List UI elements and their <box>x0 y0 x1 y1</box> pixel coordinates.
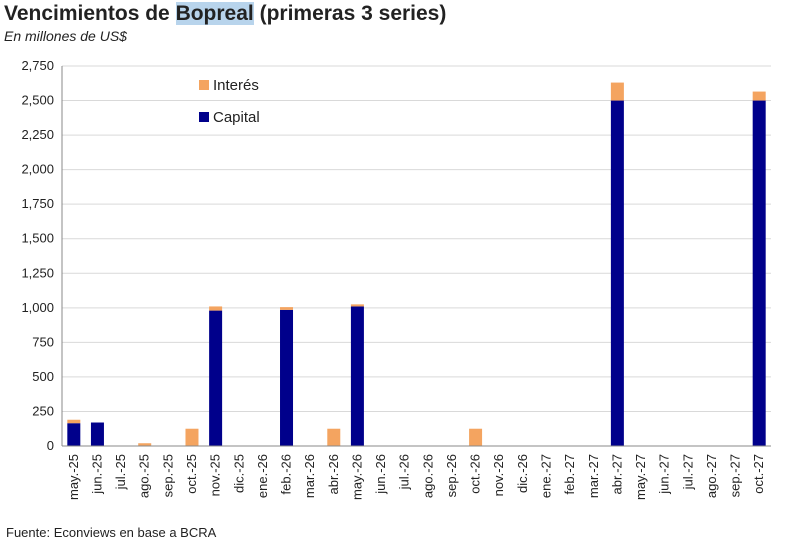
x-axis-ticks: may.-25 jun.-25 jul.-25 ago.-25 sep.-25 oct.-… <box>66 454 766 500</box>
bar-interes <box>752 91 766 101</box>
axes <box>61 66 771 447</box>
legend-interes-swatch <box>199 80 209 90</box>
bar-interes <box>67 419 81 424</box>
x-tick-label: may.-27 <box>633 454 648 500</box>
source-note: Fuente: Econviews en base a BCRA <box>6 525 217 540</box>
chart-title: Vencimientos de Bopreal (primeras 3 seri… <box>4 2 446 26</box>
bar-capital <box>90 422 104 446</box>
legend-interes-label: Interés <box>213 77 259 94</box>
bar-capital <box>280 309 294 446</box>
x-tick-label: sep.-26 <box>444 454 459 497</box>
y-tick-label: 1,000 <box>21 300 54 315</box>
x-tick-label: jun.-27 <box>657 454 672 495</box>
legend-capital-swatch <box>199 112 209 122</box>
x-tick-label: may.-26 <box>349 454 364 500</box>
bar-interes <box>280 307 294 310</box>
x-tick-label: oct.-26 <box>468 454 483 494</box>
title-prefix: Vencimientos de <box>4 2 176 25</box>
gridlines <box>62 65 771 447</box>
x-tick-label: abr.-26 <box>326 454 341 494</box>
x-tick-label: jun.-26 <box>373 454 388 495</box>
bar-interes <box>209 306 223 311</box>
bar-interes <box>350 304 364 307</box>
x-tick-label: ago.-25 <box>137 454 152 498</box>
bar-interes <box>469 428 483 446</box>
x-tick-label: jul.-26 <box>397 454 412 490</box>
bars <box>67 82 766 446</box>
x-tick-label: sep.-25 <box>160 454 175 497</box>
bar-capital <box>67 423 81 446</box>
bar-capital <box>610 100 624 446</box>
y-tick-label: 1,250 <box>21 265 54 280</box>
bar-capital <box>350 306 364 446</box>
x-tick-label: feb.-27 <box>562 454 577 494</box>
x-tick-label: oct.-27 <box>751 454 766 494</box>
legend-capital-label: Capital <box>213 109 260 126</box>
title-suffix: (primeras 3 series) <box>253 2 447 25</box>
y-tick-label: 2,250 <box>21 127 54 142</box>
y-tick-label: 2,500 <box>21 93 54 108</box>
bar-interes <box>610 82 624 101</box>
x-tick-label: nov.-26 <box>491 454 506 496</box>
x-tick-label: mar.-27 <box>586 454 601 498</box>
chart-subtitle: En millones de US$ <box>4 28 127 44</box>
y-tick-label: 1,750 <box>21 196 54 211</box>
legend: Interés Capital <box>199 77 260 126</box>
bar-interes <box>138 443 152 446</box>
y-tick-label: 1,500 <box>21 231 54 246</box>
x-tick-label: jul.-27 <box>680 454 695 490</box>
y-tick-label: 2,750 <box>21 58 54 73</box>
bar-interes <box>185 428 199 446</box>
x-tick-label: dic.-25 <box>231 454 246 493</box>
y-tick-label: 2,000 <box>21 162 54 177</box>
y-tick-label: 500 <box>32 369 54 384</box>
x-tick-label: jul.-25 <box>113 454 128 490</box>
bar-capital <box>752 100 766 446</box>
x-tick-label: dic.-26 <box>515 454 530 493</box>
x-tick-label: ene.-27 <box>538 454 553 498</box>
x-tick-label: abr.-27 <box>609 454 624 494</box>
x-tick-label: ago.-26 <box>420 454 435 498</box>
y-axis-ticks: 0 250 500 750 1,000 1,250 1,500 1,750 2,000 2,250… <box>21 58 54 453</box>
x-tick-label: ago.-27 <box>704 454 719 498</box>
x-tick-label: feb.-26 <box>279 454 294 494</box>
bar-interes <box>327 428 341 446</box>
title-highlight: Bopreal <box>175 2 254 25</box>
x-tick-label: jun.-25 <box>89 454 104 495</box>
x-tick-label: oct.-25 <box>184 454 199 494</box>
x-tick-label: mar.-26 <box>302 454 317 498</box>
x-tick-label: nov.-25 <box>208 454 223 496</box>
y-tick-label: 750 <box>32 334 54 349</box>
bar-capital <box>209 310 223 446</box>
y-tick-label: 250 <box>32 403 54 418</box>
x-tick-label: sep.-27 <box>728 454 743 497</box>
x-tick-label: ene.-26 <box>255 454 270 498</box>
y-tick-label: 0 <box>47 438 54 453</box>
x-tick-label: may.-25 <box>66 454 81 500</box>
